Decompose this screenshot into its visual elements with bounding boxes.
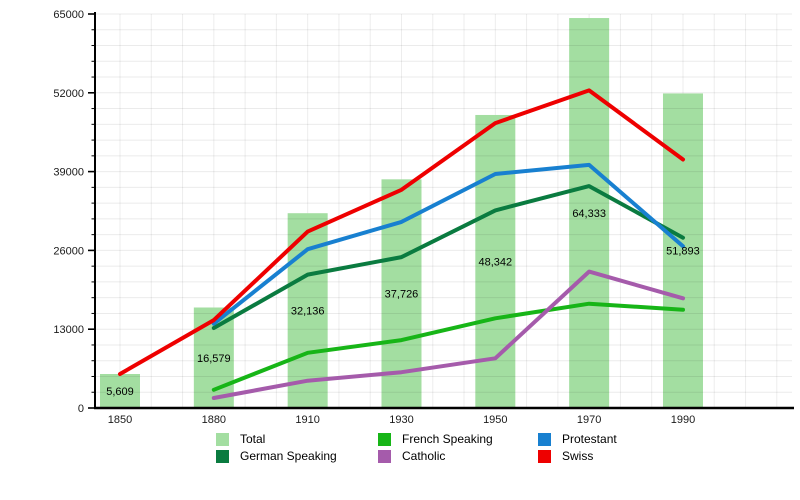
- x-tick-label-1970: 1970: [577, 414, 601, 426]
- line-swiss: [118, 88, 685, 376]
- legend-label-german-speaking: German Speaking: [240, 449, 337, 463]
- x-tick-label-1880: 1880: [202, 414, 226, 426]
- legend-swatch-catholic: [378, 450, 391, 463]
- x-tick-label-1950: 1950: [483, 414, 507, 426]
- line-german-speaking: [211, 184, 685, 330]
- bar-value-label-1910: 32,136: [291, 306, 325, 318]
- legend-swatch-swiss: [538, 450, 551, 463]
- bar-1850: [100, 374, 140, 408]
- horizontal-gridlines: [95, 13, 792, 393]
- legend-swatch-protestant: [538, 433, 551, 446]
- y-tick-label: 13000: [53, 324, 84, 336]
- legend-item-swiss: Swiss: [538, 448, 688, 465]
- legend-swatch-german-speaking: [216, 450, 229, 463]
- legend: Total German Speaking French Speaking Catho…: [216, 431, 688, 465]
- legend-label-catholic: Catholic: [402, 449, 446, 463]
- bar-value-label-1950: 48,342: [478, 256, 512, 268]
- y-tick-label: 26000: [53, 245, 84, 257]
- x-tick-label-1990: 1990: [671, 414, 695, 426]
- bar-value-label-1880: 16,579: [197, 353, 231, 365]
- legend-label-swiss: Swiss: [562, 449, 594, 463]
- legend-item-french-speaking: French Speaking: [378, 431, 538, 448]
- x-tick-label-1850: 1850: [108, 414, 132, 426]
- legend-swatch-total: [216, 433, 229, 446]
- bar-value-label-1850: 5,609: [106, 386, 134, 398]
- legend-label-protestant: Protestant: [562, 432, 617, 446]
- legend-item-total: Total: [216, 431, 378, 448]
- line-protestant: [211, 162, 685, 326]
- legend-item-catholic: Catholic: [378, 448, 538, 465]
- y-tick-label: 0: [78, 403, 84, 415]
- legend-label-total: Total: [240, 432, 266, 446]
- line-french-speaking: [211, 301, 685, 392]
- legend-item-protestant: Protestant: [538, 431, 688, 448]
- bar-1970: [569, 18, 610, 408]
- line-catholic: [211, 269, 685, 400]
- x-axis-labels: 1850 1880 1910 1930 1950 1970 1990: [108, 414, 695, 426]
- legend-item-german-speaking: German Speaking: [216, 448, 378, 465]
- bar-value-label-1970: 64,333: [572, 208, 606, 220]
- x-tick-label-1910: 1910: [295, 414, 319, 426]
- y-tick-label: 39000: [53, 167, 84, 179]
- y-tick-label: 65000: [53, 9, 84, 21]
- y-tick-label: 52000: [53, 88, 84, 100]
- bar-value-label-1990: 51,893: [666, 246, 700, 258]
- bar-value-label-1930: 37,726: [385, 289, 419, 301]
- legend-label-french-speaking: French Speaking: [402, 432, 493, 446]
- bar-1990: [662, 93, 703, 409]
- legend-swatch-french-speaking: [378, 433, 391, 446]
- x-tick-label-1930: 1930: [389, 414, 413, 426]
- bar-value-labels: 5,609 16,579 32,136 37,726 48,342 64,333 51,89…: [106, 208, 700, 398]
- y-axis-ticks: 0 13000 26000 39000 52000 65000: [53, 9, 95, 415]
